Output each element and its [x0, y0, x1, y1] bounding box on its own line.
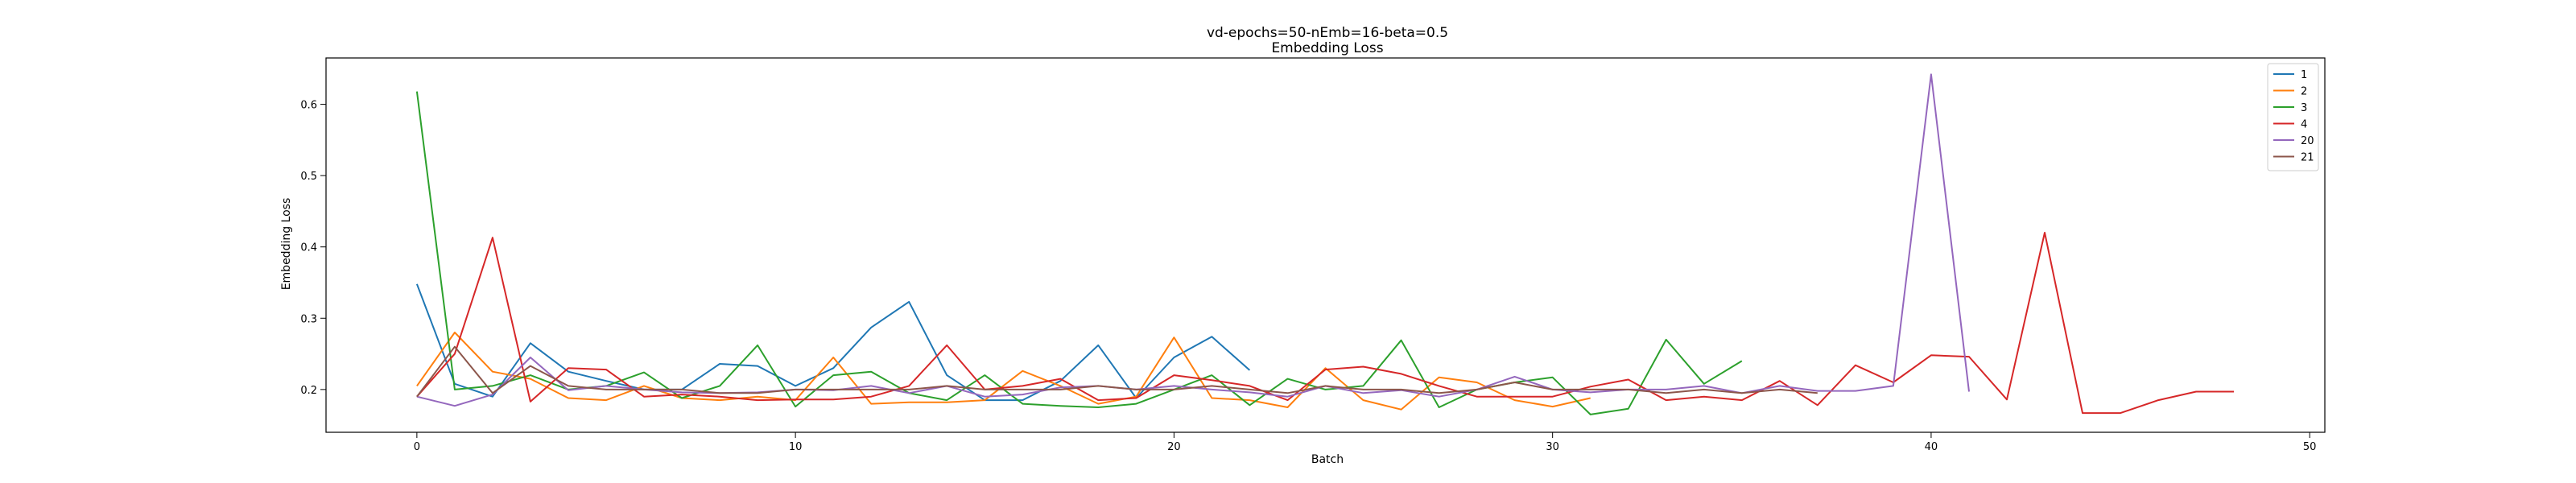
series-line-4: [416, 232, 2235, 415]
x-tick-label: 50: [2303, 441, 2317, 453]
legend-label-3: 3: [2301, 102, 2307, 114]
series-line-21: [416, 345, 1818, 398]
series-line-3: [415, 91, 1743, 415]
plot-frame: [325, 57, 2326, 433]
x-tick-label: 40: [1925, 441, 1938, 453]
legend-label-21: 21: [2301, 152, 2314, 164]
chart-subtitle: Embedding Loss: [1271, 40, 1383, 56]
y-tick-label: 0.5: [300, 171, 317, 183]
legend-label-4: 4: [2301, 119, 2307, 131]
y-tick-label: 0.3: [300, 313, 317, 325]
series-line-2: [416, 332, 1591, 411]
legend-label-2: 2: [2301, 86, 2307, 98]
x-tick-label: 10: [789, 441, 803, 453]
y-tick-label: 0.4: [300, 242, 317, 254]
chart-title: vd-epochs=50-nEmb=16-beta=0.5: [1207, 25, 1448, 41]
y-tick-label: 0.2: [300, 385, 317, 397]
legend-label-1: 1: [2301, 69, 2307, 81]
y-axis-label: Embedding Loss: [280, 198, 293, 291]
y-tick-label: 0.6: [300, 100, 317, 112]
plot-area: [415, 73, 2235, 415]
x-tick-label: 0: [414, 441, 420, 453]
legend: 1 2 3 4 20 21: [2267, 63, 2319, 171]
x-axis-label: Batch: [1311, 453, 1344, 466]
series-line-1: [415, 283, 1251, 402]
series-line-20: [416, 73, 1970, 407]
x-tick-label: 30: [1546, 441, 1559, 453]
x-tick-label: 20: [1167, 441, 1181, 453]
legend-label-20: 20: [2301, 135, 2314, 147]
